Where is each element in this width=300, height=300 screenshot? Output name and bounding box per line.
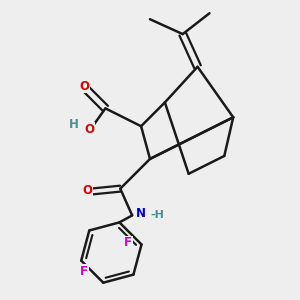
Text: H: H xyxy=(69,118,79,131)
Text: O: O xyxy=(80,80,90,93)
Text: -H: -H xyxy=(151,210,164,220)
Text: N: N xyxy=(136,207,146,220)
Text: F: F xyxy=(80,265,88,278)
Text: F: F xyxy=(124,236,132,250)
Text: O: O xyxy=(84,123,94,136)
Text: O: O xyxy=(82,184,93,196)
